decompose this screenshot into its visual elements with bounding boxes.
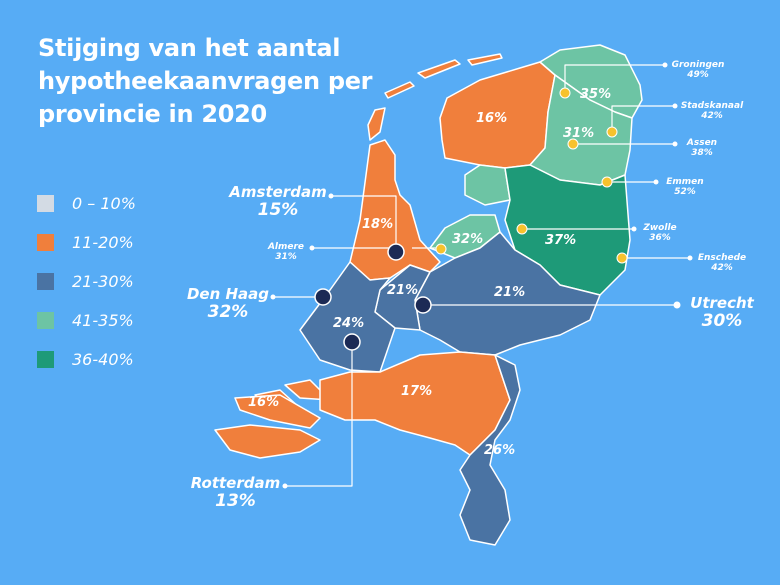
island-texel [367, 107, 386, 141]
province-zuid-holland [299, 261, 396, 373]
city-label-utrecht: Utrecht 30% [690, 294, 754, 332]
city-label-groningen: Groningen 49% [671, 60, 725, 81]
province-noordoostpolder [464, 164, 511, 206]
legend-item: 21-30% [37, 262, 136, 301]
legend-label: 21-30% [72, 272, 134, 291]
legend-label: 0 – 10% [72, 194, 136, 213]
city-label-enschede: Enschede 42% [697, 253, 747, 274]
legend: 0 – 10% 11-20% 21-30% 41-35% 36-40% [37, 184, 136, 379]
leader-lines [273, 64, 690, 487]
value-groningen: 35% [580, 87, 612, 102]
city-label-stadskanaal: Stadskanaal 42% [680, 101, 744, 122]
value-zeeland: 16% [248, 395, 280, 410]
legend-item: 0 – 10% [37, 184, 136, 223]
marker-rotterdam [343, 333, 361, 351]
city-label-den-haag: Den Haag 32% [186, 285, 270, 323]
value-overijssel: 37% [545, 233, 577, 248]
value-limburg: 26% [484, 443, 516, 458]
value-noord-holland: 18% [362, 217, 394, 232]
legend-item: 41-35% [37, 301, 136, 340]
value-zuid-holland: 24% [333, 316, 365, 331]
province-zeeland-walcheren [234, 394, 321, 429]
legend-swatch [37, 195, 54, 212]
province-limburg [459, 354, 521, 546]
marker-utrecht [414, 296, 432, 314]
city-label-rotterdam: Rotterdam 13% [190, 474, 281, 512]
legend-label: 11-20% [72, 233, 134, 252]
page-title: Stijging van het aantal hypotheekaanvrag… [38, 34, 373, 128]
leader-endpoints [270, 62, 693, 489]
legend-item: 36-40% [37, 340, 136, 379]
value-flevoland: 32% [452, 232, 484, 247]
city-label-assen: Assen 38% [686, 138, 718, 159]
province-gelderland [414, 231, 601, 356]
city-label-amsterdam: Amsterdam 15% [229, 183, 327, 221]
major-city-markers [314, 243, 432, 351]
marker-amsterdam [387, 243, 405, 261]
island-vlieland [417, 59, 461, 79]
province-zeeland-flanders [214, 424, 321, 459]
minor-city-markers [435, 87, 628, 264]
value-noord-brabant: 17% [401, 384, 433, 399]
value-drenthe: 31% [563, 126, 595, 141]
city-label-emmen: Emmen 52% [666, 177, 704, 198]
legend-label: 36-40% [72, 350, 134, 369]
legend-swatch [37, 351, 54, 368]
value-friesland: 16% [476, 111, 508, 126]
island-ameland [384, 81, 415, 99]
value-utrecht: 21% [387, 283, 419, 298]
legend-swatch [37, 273, 54, 290]
legend-swatch [37, 234, 54, 251]
marker-den-haag [314, 288, 332, 306]
island-terschelling [467, 53, 503, 66]
value-gelderland: 21% [494, 285, 526, 300]
legend-swatch [37, 312, 54, 329]
city-label-zwolle: Zwolle 36% [643, 223, 677, 244]
legend-label: 41-35% [72, 311, 134, 330]
city-label-almere: Almere 31% [267, 242, 305, 263]
legend-item: 11-20% [37, 223, 136, 262]
